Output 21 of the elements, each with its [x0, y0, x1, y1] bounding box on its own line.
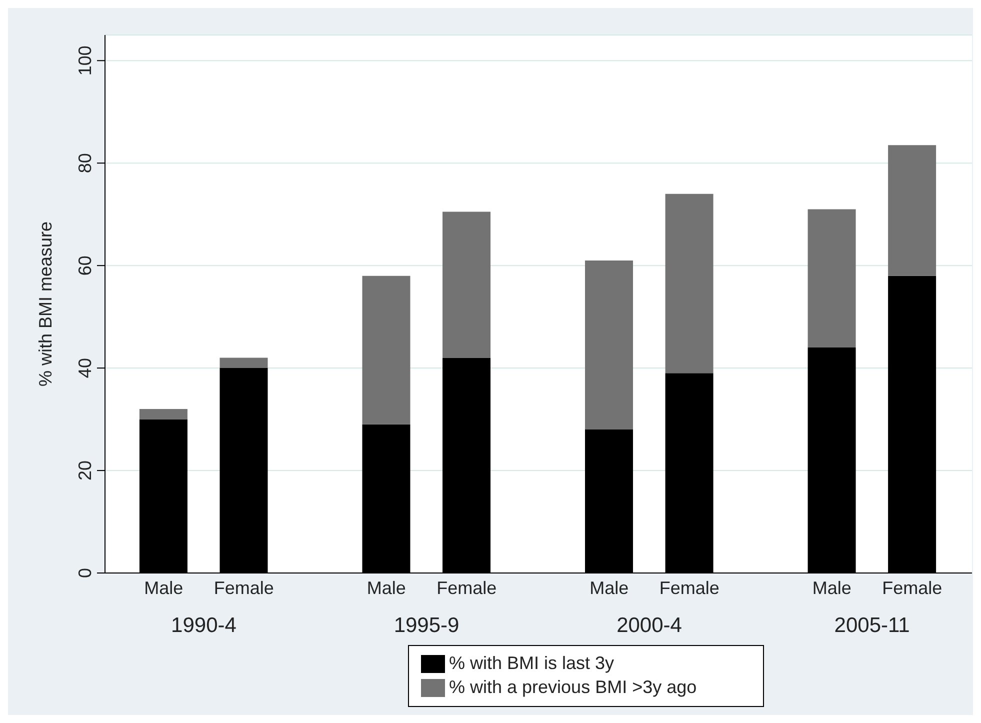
- legend-label: % with BMI is last 3y: [449, 652, 614, 673]
- text: 2005-11: [834, 614, 910, 637]
- y-tick-label: 80: [75, 153, 95, 174]
- y-tick-label: 40: [75, 358, 95, 378]
- y-tick-label: 100: [75, 46, 95, 76]
- text: 1995-9: [394, 614, 460, 637]
- x-tick-label: Male: [144, 578, 184, 598]
- y-axis-title: % with BMI measure: [35, 221, 56, 387]
- x-tick-label: Male: [366, 578, 406, 598]
- x-tick-label: Male: [812, 578, 852, 598]
- text: 1990-4: [171, 614, 237, 637]
- x-tick-label: Female: [214, 578, 274, 598]
- text: 2000-4: [616, 614, 682, 637]
- x-tick-label: Male: [590, 578, 629, 598]
- x-tick-label: Female: [882, 578, 942, 598]
- x-tick-label: Female: [659, 578, 720, 598]
- y-tick-label: 60: [75, 256, 95, 276]
- y-tick-label: 20: [75, 460, 95, 481]
- y-tick-label: 0: [75, 568, 95, 578]
- x-tick-label: Female: [436, 578, 497, 598]
- legend-label: % with a previous BMI >3y ago: [449, 676, 697, 697]
